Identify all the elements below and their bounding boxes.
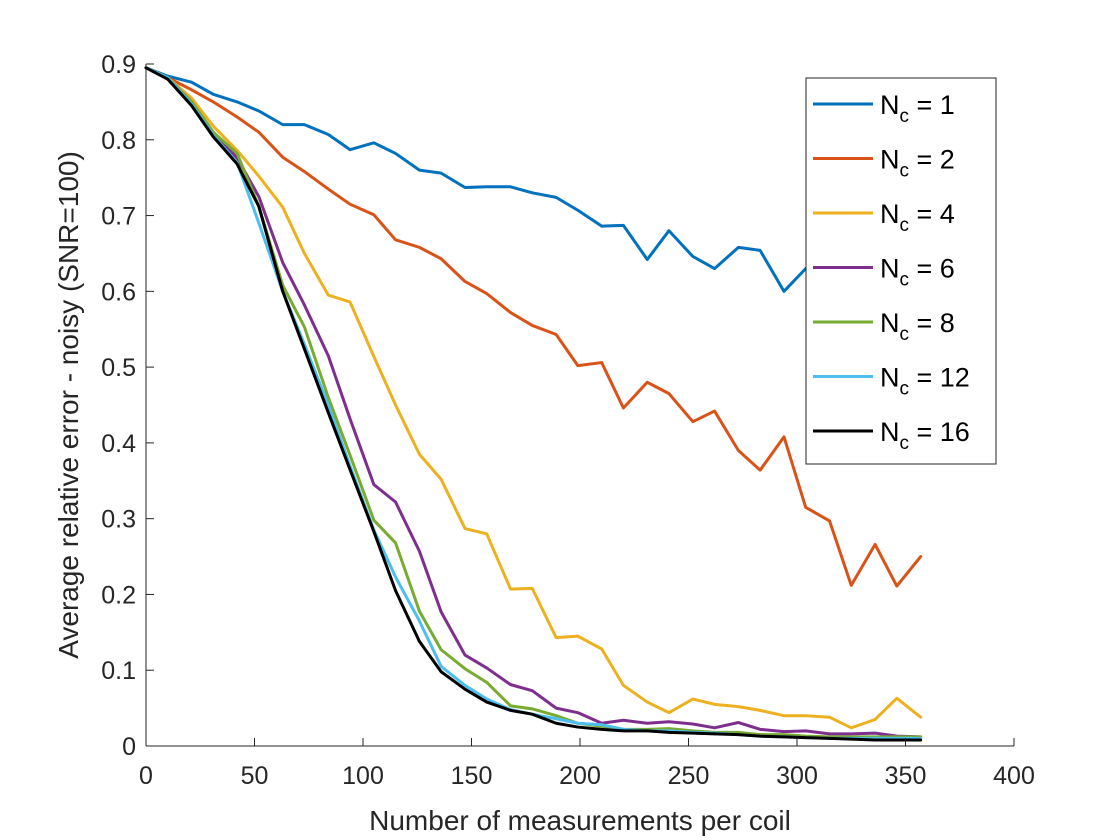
series-line-1 bbox=[144, 66, 923, 588]
legend-item-6: Nc = 16 bbox=[813, 417, 970, 454]
legend-label: Nc = 4 bbox=[880, 199, 955, 236]
legend-label: Nc = 2 bbox=[880, 145, 955, 182]
y-tick-label: 0.8 bbox=[101, 127, 136, 155]
y-tick-label: 0.6 bbox=[101, 278, 136, 306]
x-ticks: 0 50 100 150 200 250 300 350 400 bbox=[139, 738, 1035, 790]
legend-label: Nc = 6 bbox=[880, 254, 955, 291]
legend-item-5: Nc = 12 bbox=[813, 363, 970, 400]
y-tick-label: 0 bbox=[122, 733, 136, 761]
legend-item-0: Nc = 1 bbox=[813, 90, 955, 127]
x-tick-label: 300 bbox=[776, 762, 818, 790]
legend: Nc = 1 Nc = 2 Nc = 4 Nc = 6 Nc = 8 Nc = 12 Nc … bbox=[805, 77, 997, 465]
y-tick-label: 0.5 bbox=[101, 354, 136, 382]
series-layer bbox=[144, 66, 923, 742]
x-tick-label: 50 bbox=[241, 762, 269, 790]
legend-item-3: Nc = 6 bbox=[813, 254, 955, 291]
series-line-6 bbox=[144, 66, 923, 742]
legend-box bbox=[805, 77, 997, 465]
y-tick-label: 0.9 bbox=[101, 51, 136, 79]
legend-label: Nc = 8 bbox=[880, 308, 955, 345]
x-tick-label: 200 bbox=[559, 762, 601, 790]
x-tick-label: 250 bbox=[668, 762, 710, 790]
series-line-3 bbox=[144, 66, 923, 739]
legend-label: Nc = 1 bbox=[880, 90, 955, 127]
legend-item-2: Nc = 4 bbox=[813, 199, 955, 236]
legend-label: Nc = 12 bbox=[880, 363, 970, 400]
y-tick-label: 0.2 bbox=[101, 581, 136, 609]
x-tick-label: 400 bbox=[993, 762, 1035, 790]
x-tick-label: 150 bbox=[451, 762, 493, 790]
y-tick-label: 0.3 bbox=[101, 506, 136, 534]
legend-item-1: Nc = 2 bbox=[813, 145, 955, 182]
legend-label: Nc = 16 bbox=[880, 417, 970, 454]
legend-item-4: Nc = 8 bbox=[813, 308, 955, 345]
y-ticks: 0 0.1 0.2 0.3 0.4 0.5 0.6 0.7 0.8 0.9 bbox=[101, 51, 154, 761]
y-tick-label: 0.1 bbox=[101, 657, 136, 685]
series-line-0 bbox=[144, 66, 808, 293]
x-tick-label: 0 bbox=[139, 762, 153, 790]
y-tick-label: 0.4 bbox=[101, 430, 136, 458]
series-line-2 bbox=[144, 66, 923, 730]
y-tick-label: 0.7 bbox=[101, 203, 136, 231]
y-axis-label: Average relative error - noisy (SNR=100) bbox=[53, 151, 84, 659]
x-tick-label: 350 bbox=[885, 762, 927, 790]
x-axis-label: Number of measurements per coil bbox=[369, 805, 791, 836]
x-tick-label: 100 bbox=[342, 762, 384, 790]
